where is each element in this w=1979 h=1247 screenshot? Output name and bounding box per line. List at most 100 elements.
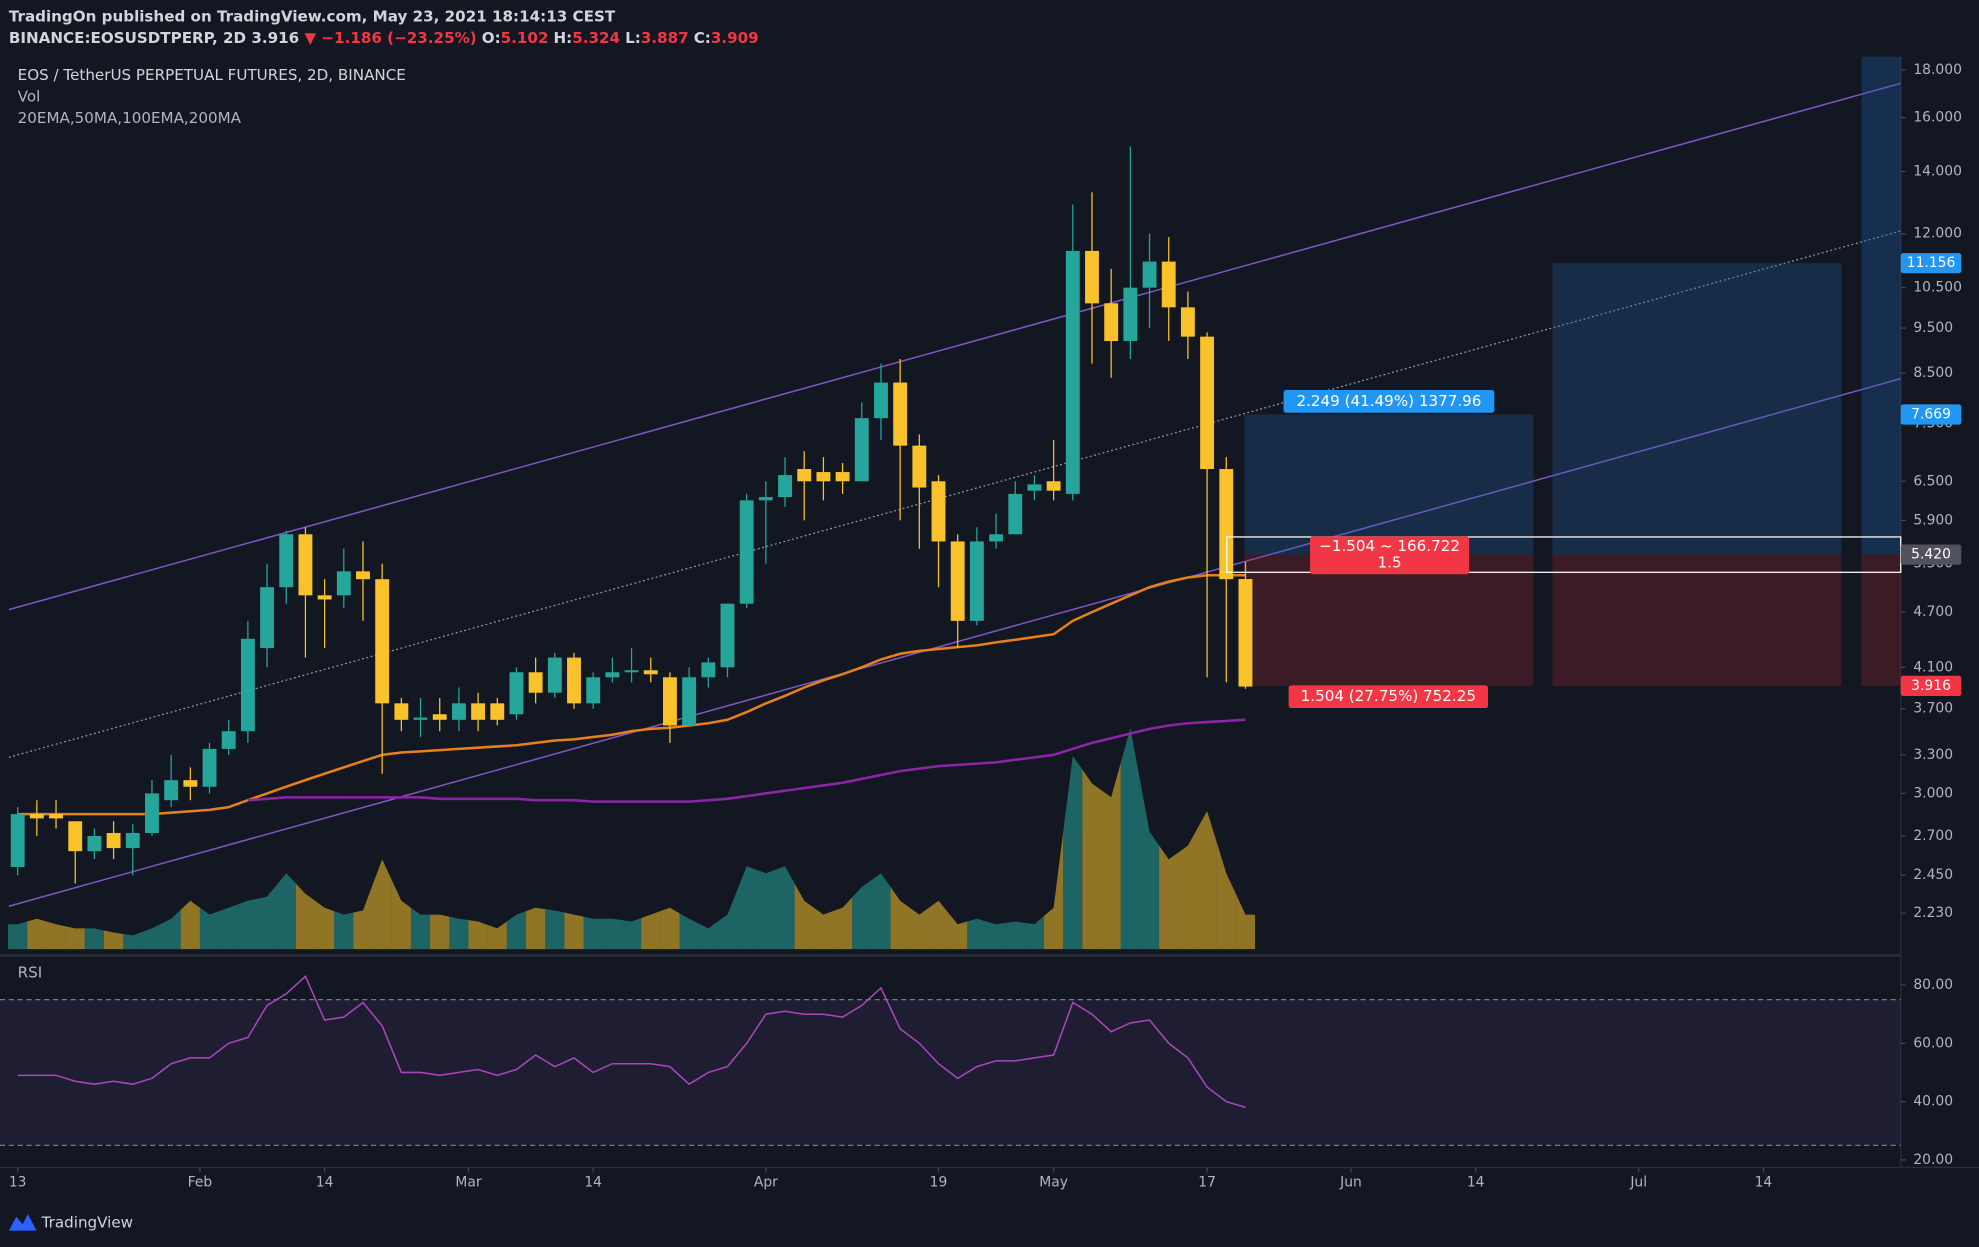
volume-area bbox=[315, 900, 335, 950]
candle-body bbox=[778, 475, 792, 498]
candle-body bbox=[375, 579, 390, 704]
volume-area bbox=[27, 918, 47, 950]
candle-body bbox=[240, 638, 255, 732]
channel-mid bbox=[8, 230, 1901, 758]
volume-area bbox=[526, 907, 546, 950]
volume-area bbox=[257, 884, 277, 950]
x-tick-label: Mar bbox=[455, 1175, 481, 1191]
candle-body bbox=[701, 662, 716, 678]
quote-key: O: bbox=[482, 28, 501, 46]
volume-area bbox=[1178, 828, 1198, 950]
candle-body bbox=[816, 472, 831, 482]
last: 3.916 bbox=[251, 28, 299, 46]
volume-area bbox=[219, 904, 239, 950]
volume-area bbox=[65, 926, 85, 950]
x-tick-label: 14 bbox=[1467, 1175, 1485, 1191]
candle-body bbox=[739, 500, 754, 604]
candle-body bbox=[1180, 307, 1195, 337]
volume-area bbox=[1082, 769, 1102, 950]
candle-body bbox=[490, 703, 505, 720]
footer: TradingView bbox=[41, 1214, 133, 1232]
candle-body bbox=[682, 677, 697, 726]
candle-body bbox=[1085, 250, 1099, 304]
candle-body bbox=[298, 534, 313, 596]
volume-area bbox=[909, 907, 929, 950]
candle-body bbox=[87, 835, 102, 852]
candle-body bbox=[1142, 261, 1157, 288]
rsi-line bbox=[17, 974, 1246, 1109]
volume-area bbox=[986, 921, 1006, 950]
quote-key: H: bbox=[554, 28, 573, 46]
x-tick-label: 14 bbox=[584, 1175, 602, 1191]
y-tick-label: 3.700 bbox=[1913, 701, 1953, 717]
candle-body bbox=[1238, 579, 1253, 687]
volume-area bbox=[890, 887, 910, 950]
publisher: TradingOn published on TradingView.com, … bbox=[9, 7, 616, 25]
volume-area bbox=[832, 897, 853, 950]
x-tick-label: Jun bbox=[1339, 1175, 1362, 1191]
volume-area bbox=[161, 909, 181, 950]
volume-area bbox=[545, 909, 565, 950]
volume-area bbox=[295, 883, 316, 950]
candle-body bbox=[49, 814, 63, 819]
candle-body bbox=[586, 677, 601, 704]
rsi-tick-label: 20.00 bbox=[1913, 1152, 1953, 1168]
candle-body bbox=[125, 832, 140, 849]
candle-body bbox=[394, 703, 409, 720]
overlay-layer: 18.000 16.000 14.000 12.000 10.500 9.500 8.500… bbox=[9, 62, 1962, 1191]
candle-body bbox=[528, 672, 543, 693]
candle-body bbox=[662, 677, 677, 726]
quote-line: BINANCE:EOSUSDTPERP, 2D 3.916 ▼ −1.186 (… bbox=[9, 28, 759, 46]
candle-body bbox=[643, 670, 658, 675]
stop-zone bbox=[1244, 554, 1534, 686]
volume-area bbox=[430, 914, 450, 950]
candle-body bbox=[145, 793, 159, 833]
volume-area bbox=[353, 884, 373, 950]
logo-icon bbox=[8, 1214, 37, 1231]
y-tick-label: 10.500 bbox=[1913, 280, 1962, 296]
x-tick-label: Apr bbox=[754, 1175, 778, 1191]
volume-area bbox=[123, 931, 143, 950]
target-zone bbox=[1552, 263, 1842, 555]
volume-area bbox=[276, 873, 296, 950]
quote-value: 5.102 bbox=[501, 28, 549, 46]
volume-area bbox=[334, 911, 354, 950]
volume-area bbox=[1139, 780, 1160, 950]
y-tick-label: 14.000 bbox=[1913, 164, 1962, 180]
price-tag-bg bbox=[1900, 544, 1962, 565]
volume-area bbox=[948, 912, 968, 950]
pnl-label-bg bbox=[1310, 536, 1470, 575]
change: ▼ −1.186 (−23.25%) bbox=[304, 28, 476, 46]
y-tick-label: 2.230 bbox=[1913, 905, 1953, 921]
volume-area bbox=[180, 900, 200, 950]
target-zone bbox=[1861, 56, 1901, 555]
candle-body bbox=[451, 703, 466, 720]
candle-body bbox=[471, 703, 486, 720]
y-tick-label: 16.000 bbox=[1913, 110, 1962, 126]
x-tick-label: 17 bbox=[1198, 1175, 1216, 1191]
volume-area bbox=[410, 907, 431, 950]
price-tag-bg bbox=[1900, 675, 1962, 696]
candle-body bbox=[835, 472, 850, 482]
y-tick-label: 6.500 bbox=[1913, 473, 1953, 489]
price-tag-bg bbox=[1900, 404, 1962, 425]
volume-area bbox=[103, 930, 124, 950]
price-tag: 5.420 bbox=[1911, 547, 1951, 563]
candle-body bbox=[950, 541, 965, 621]
volume-area bbox=[391, 880, 411, 950]
pnl-label: −1.504 ~ 166.722 bbox=[1319, 537, 1460, 555]
volume-area bbox=[1235, 893, 1256, 950]
candle-body bbox=[605, 672, 620, 678]
ma-line bbox=[17, 574, 1246, 816]
volume-area bbox=[8, 921, 28, 950]
candle-body bbox=[1008, 493, 1023, 535]
volume-label: Vol bbox=[18, 88, 41, 106]
candle-body bbox=[893, 382, 908, 446]
volume-area bbox=[621, 918, 642, 950]
volume-area bbox=[737, 866, 757, 950]
candle-body bbox=[624, 670, 639, 673]
quote-value: 3.887 bbox=[641, 28, 689, 46]
volume-area bbox=[1120, 728, 1140, 950]
stop-zone bbox=[1861, 554, 1901, 686]
